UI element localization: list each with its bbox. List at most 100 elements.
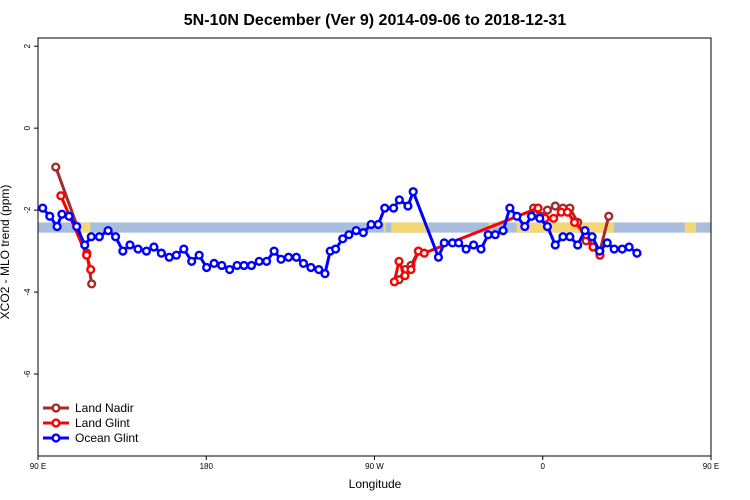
y-tick-label-4: -6 xyxy=(23,370,32,378)
data-point-2-19 xyxy=(179,244,189,254)
series-ocean-glint xyxy=(38,187,642,279)
plot-area: 90 E 180 90 W 0 90 E 2 0 -2 -4 -6 xyxy=(23,37,719,471)
data-point-2-64 xyxy=(520,221,530,232)
data-point-2-15 xyxy=(149,242,159,252)
land-segment-1 xyxy=(383,222,386,233)
data-point-2-9 xyxy=(103,226,113,236)
data-point-2-42 xyxy=(344,230,354,240)
data-point-2-73 xyxy=(587,232,597,242)
data-point-2-2 xyxy=(52,221,62,232)
data-point-0-2 xyxy=(87,279,97,289)
data-point-2-30 xyxy=(262,256,272,266)
x-axis-label: Longitude xyxy=(349,477,402,491)
x-tick-label-2: 90 W xyxy=(365,462,384,471)
data-point-0-10 xyxy=(550,201,560,211)
x-tick-label-3: 0 xyxy=(541,462,546,471)
legend-marker-0 xyxy=(51,403,61,413)
data-point-2-3 xyxy=(57,209,67,219)
data-point-2-25 xyxy=(225,264,235,275)
land-segment-2 xyxy=(391,222,429,233)
data-point-2-24 xyxy=(217,260,227,271)
y-tick-label-0: 2 xyxy=(23,43,32,48)
data-point-1-5 xyxy=(400,271,410,281)
data-point-0-0 xyxy=(51,162,61,172)
series-land-glint xyxy=(56,191,605,287)
data-point-2-14 xyxy=(141,246,152,256)
y-axis-label: XCO2 - MLO trend (ppm) xyxy=(0,185,12,320)
data-point-2-33 xyxy=(283,252,294,262)
data-point-2-56 xyxy=(461,244,471,254)
data-point-2-45 xyxy=(366,219,376,230)
data-point-2-44 xyxy=(358,228,368,238)
plot-frame xyxy=(37,37,712,457)
x-tick-label-0: 90 E xyxy=(30,462,46,471)
data-point-2-29 xyxy=(254,256,264,266)
data-point-2-76 xyxy=(609,244,619,254)
legend-marker-2 xyxy=(51,433,61,443)
data-point-2-40 xyxy=(331,244,341,254)
data-point-2-71 xyxy=(573,240,583,250)
data-point-2-55 xyxy=(454,238,464,248)
data-point-2-58 xyxy=(476,244,486,254)
data-point-2-67 xyxy=(542,221,553,232)
data-point-2-37 xyxy=(314,264,324,275)
data-point-2-66 xyxy=(535,213,545,223)
y-tick-label-2: -2 xyxy=(23,206,32,214)
data-point-2-46 xyxy=(373,219,383,230)
land-segment-5 xyxy=(684,222,697,233)
data-point-2-10 xyxy=(110,232,121,242)
data-point-2-32 xyxy=(276,254,286,264)
data-point-2-72 xyxy=(580,226,590,236)
data-point-2-49 xyxy=(394,195,404,205)
land-segment-0 xyxy=(80,222,91,233)
data-point-2-4 xyxy=(64,211,74,221)
data-point-2-0 xyxy=(38,203,48,213)
y-tick-label-1: 0 xyxy=(23,125,32,130)
data-point-2-1 xyxy=(45,211,55,221)
legend-label-2: Ocean Glint xyxy=(75,431,139,445)
data-point-1-1 xyxy=(82,250,92,260)
data-point-2-18 xyxy=(171,250,181,260)
y-tick-label-3: -4 xyxy=(23,288,32,296)
x-tick-label-1: 180 xyxy=(200,462,214,471)
data-point-2-8 xyxy=(94,232,104,242)
data-point-1-9 xyxy=(533,203,543,213)
data-point-2-38 xyxy=(320,269,330,279)
data-point-2-16 xyxy=(156,248,166,258)
data-point-0-9 xyxy=(542,205,553,215)
data-point-1-13 xyxy=(562,207,573,217)
data-point-1-8 xyxy=(419,248,429,258)
data-point-2-7 xyxy=(86,232,96,242)
data-point-2-53 xyxy=(439,238,449,248)
data-point-2-75 xyxy=(602,238,612,248)
data-point-2-28 xyxy=(246,260,257,271)
data-point-1-6 xyxy=(406,264,416,275)
data-point-2-62 xyxy=(505,203,515,213)
data-point-2-70 xyxy=(565,232,575,242)
data-point-2-31 xyxy=(269,246,279,256)
data-point-1-14 xyxy=(569,217,580,228)
data-point-2-21 xyxy=(194,250,204,260)
data-point-1-11 xyxy=(548,213,559,223)
chart-title: 5N-10N December (Ver 9) 2014-09-06 to 20… xyxy=(184,12,567,29)
legend-marker-1 xyxy=(51,418,61,428)
data-point-2-65 xyxy=(526,211,537,221)
data-point-2-27 xyxy=(239,260,249,271)
data-point-1-3 xyxy=(389,277,399,287)
data-point-2-63 xyxy=(512,211,522,221)
data-point-2-43 xyxy=(351,226,361,236)
data-point-2-48 xyxy=(388,203,399,213)
data-point-2-60 xyxy=(490,230,500,240)
data-point-1-2 xyxy=(86,264,96,275)
x-tick-label-4: 90 E xyxy=(703,462,719,471)
data-point-2-57 xyxy=(468,240,479,250)
data-point-2-17 xyxy=(164,252,174,262)
data-point-2-11 xyxy=(118,246,128,256)
data-point-2-61 xyxy=(498,226,508,236)
data-point-2-34 xyxy=(291,252,301,262)
data-point-2-35 xyxy=(298,258,309,268)
data-point-2-47 xyxy=(380,203,390,213)
data-point-2-59 xyxy=(483,230,493,240)
